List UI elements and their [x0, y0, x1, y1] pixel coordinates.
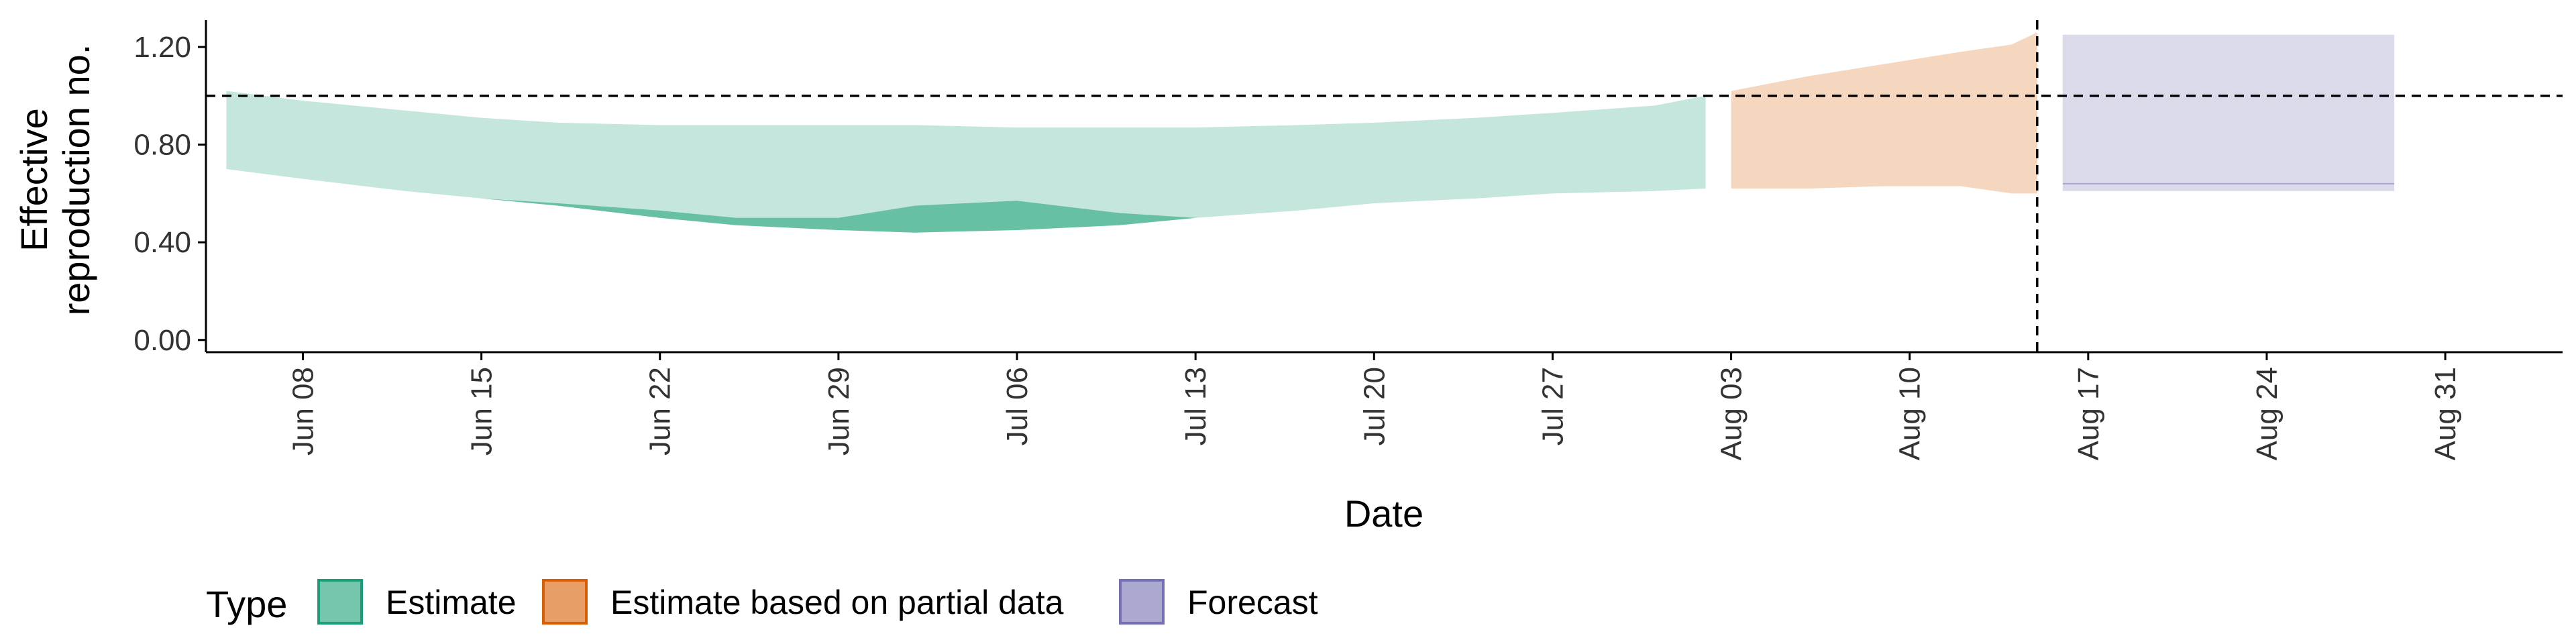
legend-label-estimate: Estimate: [386, 584, 517, 621]
x-tick-label: Aug 31: [2429, 367, 2462, 460]
x-tick-label: Aug 10: [1894, 367, 1927, 460]
x-tick-label: Aug 17: [2072, 367, 2105, 460]
estimate-outer-ribbon: [226, 91, 1706, 233]
y-tick-label: 1.20: [133, 31, 191, 64]
x-tick-label: Aug 24: [2251, 367, 2284, 460]
ribbon-layer: [226, 32, 2395, 233]
legend: Type Estimate Estimate based on partial da…: [206, 579, 1318, 625]
x-tick-label: Aug 03: [1715, 367, 1748, 460]
x-tick-label: Jun 15: [466, 367, 498, 455]
y-tick-label: 0.40: [133, 226, 191, 259]
x-tick-label: Jun 29: [822, 367, 855, 455]
x-tick-label: Jul 06: [1001, 367, 1034, 445]
legend-title: Type: [206, 583, 287, 625]
x-ticks: Jun 08 Jun 15 Jun 22 Jun 29 Jul 06 Jul 13 Jul …: [287, 352, 2462, 460]
legend-key-estimate-based-on-partial-data: [542, 579, 588, 625]
legend-label-forecast: Forecast: [1187, 584, 1318, 621]
x-tick-label: Jun 08: [287, 367, 320, 455]
y-axis-title-line-1: Effective: [13, 108, 55, 252]
y-tick-label: 0.80: [133, 129, 191, 162]
reference-lines: [206, 20, 2563, 352]
forecast-outer-ribbon: [2062, 34, 2395, 191]
y-tick-label: 0.00: [133, 324, 191, 357]
x-axis-title: Date: [1344, 492, 1424, 535]
estimate-based-on-partial-data-outer-ribbon: [1731, 32, 2037, 194]
x-tick-label: Jul 20: [1358, 367, 1391, 445]
legend-key-forecast: [1119, 579, 1165, 625]
x-tick-label: Jul 27: [1536, 367, 1569, 445]
legend-label-estimate-based-on-partial-data: Estimate based on partial data: [610, 584, 1064, 621]
estimate-inner-ribbon: [226, 169, 1706, 233]
legend-key-estimate: [317, 579, 363, 625]
x-tick-label: Jul 13: [1179, 367, 1212, 445]
x-tick-label: Jun 22: [644, 367, 677, 455]
axes: [205, 20, 2563, 354]
y-ticks: 0.00 0.40 0.80 1.20: [133, 31, 206, 357]
y-axis-title-line-2: reproduction no.: [55, 44, 97, 316]
